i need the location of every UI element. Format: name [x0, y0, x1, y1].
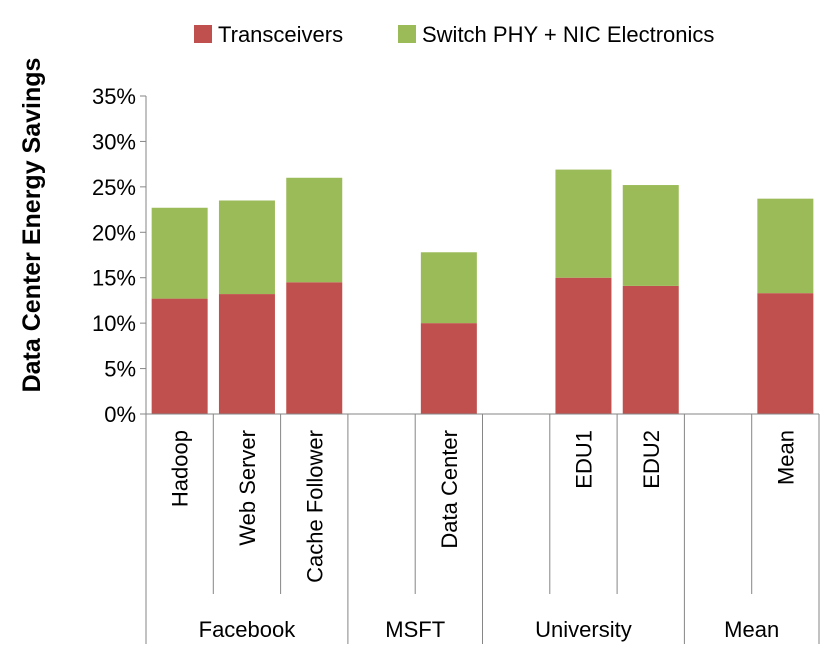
bar-edu2-switch-phy-nic-electronics	[622, 185, 679, 286]
bar-edu1-switch-phy-nic-electronics	[555, 169, 612, 278]
y-axis: 0% 5% 10% 15% 20% 25% 30% 35%	[92, 84, 147, 427]
legend-label-transceivers: Transceivers	[218, 22, 343, 47]
y-tick-label: 5%	[104, 357, 136, 382]
bar-web-server-switch-phy-nic-electronics	[218, 200, 275, 295]
bar-edu1-transceivers	[555, 277, 612, 414]
bar-web-server-transceivers	[218, 294, 275, 414]
x-category-label-data-center: Data Center	[437, 430, 462, 549]
y-tick-label: 30%	[92, 129, 136, 154]
bar-data-center-transceivers	[420, 323, 477, 414]
x-group-label-mean: Mean	[724, 617, 779, 642]
x-category-label-hadoop: Hadoop	[168, 430, 193, 507]
bar-cache-follower-switch-phy-nic-electronics	[286, 177, 343, 283]
bar-mean-transceivers	[757, 293, 814, 414]
x-group-label-facebook: Facebook	[199, 617, 297, 642]
bar-hadoop-transceivers	[151, 298, 208, 414]
legend-label-switch-phy-nic: Switch PHY + NIC Electronics	[422, 22, 714, 47]
y-tick-label: 0%	[104, 402, 136, 427]
y-tick-label: 15%	[92, 266, 136, 291]
legend: Transceivers Switch PHY + NIC Electronic…	[194, 22, 714, 47]
legend-swatch-transceivers	[194, 25, 212, 43]
x-axis: Hadoop Web Server Cache Follower Data Cente…	[145, 413, 820, 644]
x-category-label-cache-follower: Cache Follower	[302, 430, 327, 583]
bar-cache-follower-transceivers	[286, 282, 343, 414]
x-group-label-university: University	[535, 617, 632, 642]
x-group-label-msft: MSFT	[385, 617, 445, 642]
y-tick-label: 35%	[92, 84, 136, 109]
y-axis-label: Data Center Energy Savings	[18, 58, 46, 393]
bar-edu2-transceivers	[622, 285, 679, 414]
x-category-label-edu2: EDU2	[639, 430, 664, 489]
y-tick-label: 25%	[92, 175, 136, 200]
y-tick-label: 20%	[92, 220, 136, 245]
x-category-label-mean: Mean	[773, 430, 798, 485]
y-tick-label: 10%	[92, 311, 136, 336]
x-category-label-edu1: EDU1	[571, 430, 596, 489]
bar-mean-switch-phy-nic-electronics	[757, 198, 814, 294]
legend-swatch-switch-phy-nic	[398, 25, 416, 43]
x-category-label-web-server: Web Server	[235, 430, 260, 546]
bars	[151, 169, 814, 414]
bar-data-center-switch-phy-nic-electronics	[420, 252, 477, 324]
bar-hadoop-switch-phy-nic-electronics	[151, 207, 208, 299]
